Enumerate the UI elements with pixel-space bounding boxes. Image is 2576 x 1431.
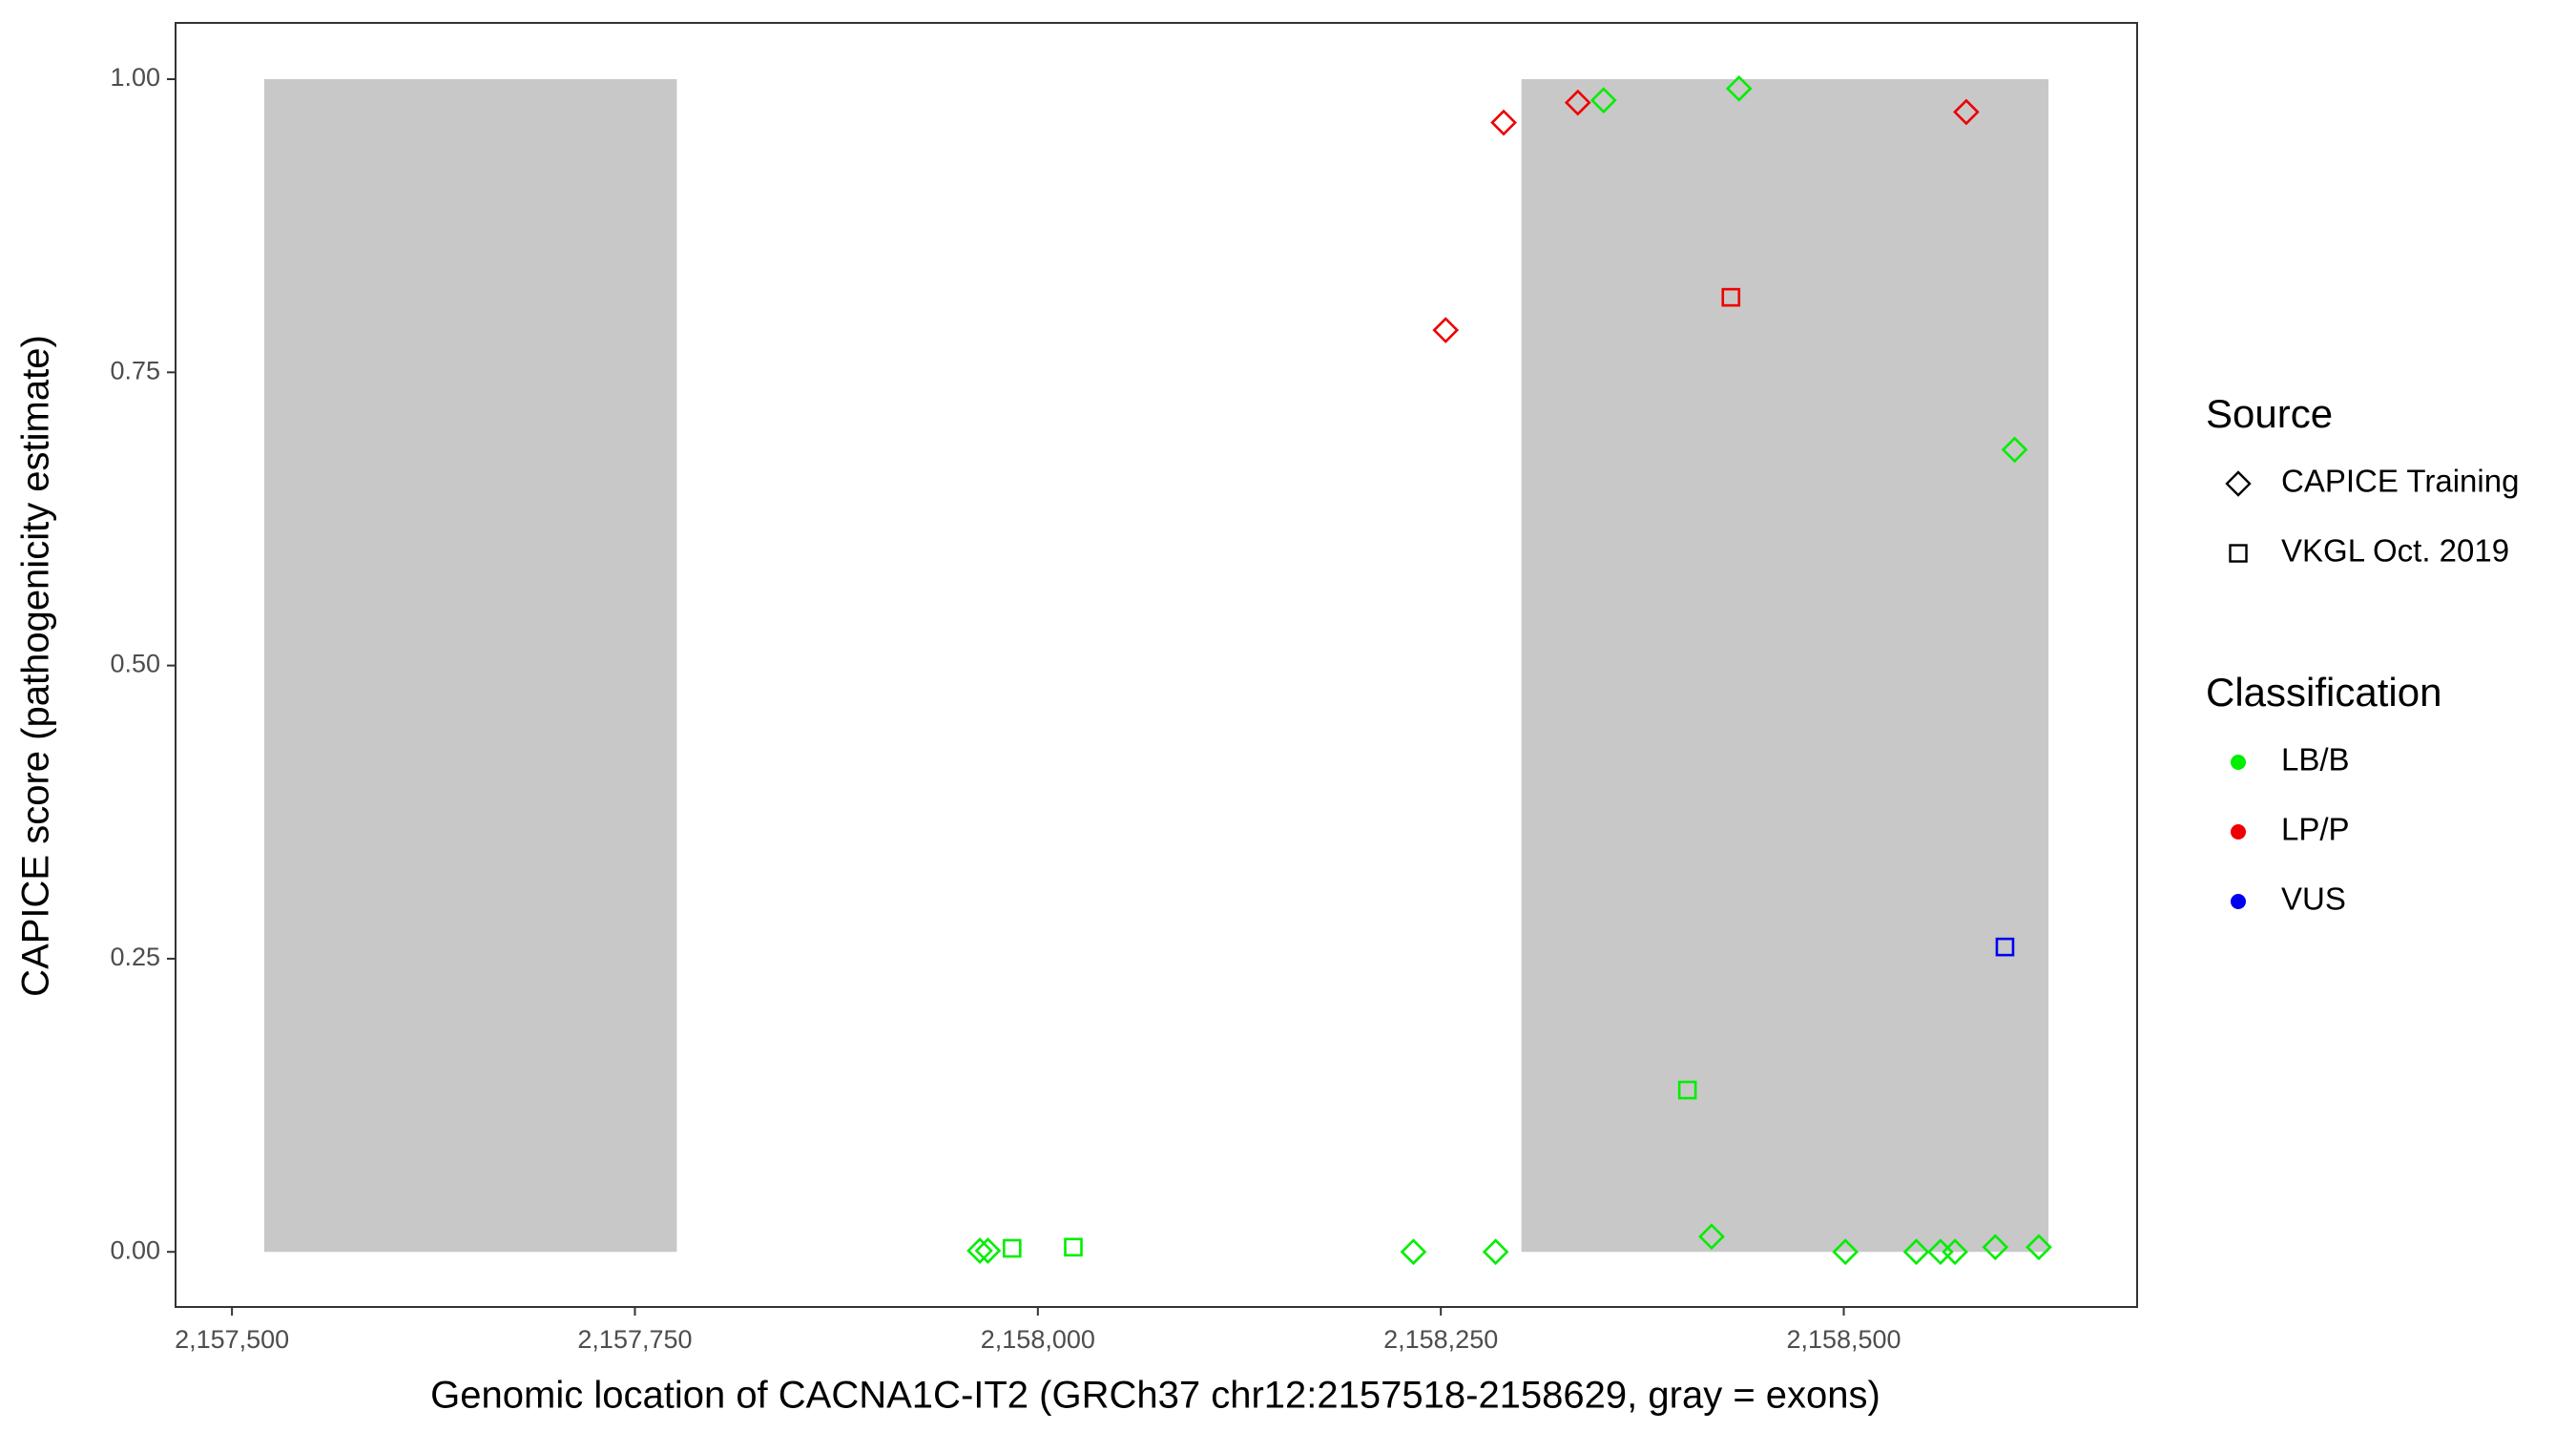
data-point xyxy=(1002,1238,1022,1258)
y-tick-label: 0.50 xyxy=(110,650,160,678)
data-point xyxy=(1432,317,1460,343)
x-tick-label: 2,158,000 xyxy=(981,1325,1095,1354)
legend-symbol xyxy=(2231,894,2246,909)
x-tick-label: 2,158,500 xyxy=(1786,1325,1901,1354)
y-tick-label: 0.25 xyxy=(110,943,160,971)
legend-title: Classification xyxy=(2206,670,2441,715)
data-point xyxy=(1995,937,2015,957)
data-point xyxy=(1721,287,1741,307)
y-tick-label: 1.00 xyxy=(110,63,160,92)
legend-label: VKGL Oct. 2019 xyxy=(2281,533,2509,569)
legend-symbol xyxy=(2225,470,2252,497)
data-point xyxy=(1482,1238,1509,1266)
legend-label: LB/B xyxy=(2281,742,2350,778)
y-tick-label: 0.75 xyxy=(110,356,160,384)
data-point xyxy=(1677,1080,1697,1100)
x-tick-label: 2,157,500 xyxy=(175,1325,289,1354)
legend-symbol xyxy=(2231,824,2246,840)
legend-symbol xyxy=(2231,755,2246,770)
data-point xyxy=(1953,98,1980,126)
data-point xyxy=(1400,1238,1427,1266)
data-point xyxy=(1064,1237,1083,1257)
data-point xyxy=(1698,1223,1725,1251)
data-point xyxy=(1832,1238,1859,1266)
legend-title: Source xyxy=(2206,391,2333,436)
data-point xyxy=(2001,436,2028,464)
x-axis-title: Genomic location of CACNA1C-IT2 (GRCh37 … xyxy=(430,1375,1880,1417)
data-point xyxy=(966,1237,993,1264)
y-tick-label: 0.00 xyxy=(110,1235,160,1264)
legend-label: CAPICE Training xyxy=(2281,464,2519,499)
data-point xyxy=(2025,1234,2052,1261)
data-point xyxy=(1589,87,1617,114)
data-point xyxy=(974,1237,1002,1264)
data-point xyxy=(1982,1234,2009,1261)
data-point xyxy=(1725,74,1753,102)
data-point xyxy=(1564,89,1591,116)
data-point xyxy=(1490,109,1517,136)
exon-region xyxy=(1521,79,2049,1253)
y-axis-title: CAPICE score (pathogenicity estimate) xyxy=(15,335,57,997)
data-point xyxy=(1942,1238,1968,1266)
legend-label: LP/P xyxy=(2281,812,2350,847)
legend-symbol xyxy=(2229,544,2248,563)
exon-region xyxy=(263,79,677,1253)
x-tick-label: 2,158,250 xyxy=(1383,1325,1498,1354)
legend-label: VUS xyxy=(2281,881,2346,917)
data-point xyxy=(1902,1238,1930,1266)
x-tick-label: 2,157,750 xyxy=(577,1325,692,1354)
